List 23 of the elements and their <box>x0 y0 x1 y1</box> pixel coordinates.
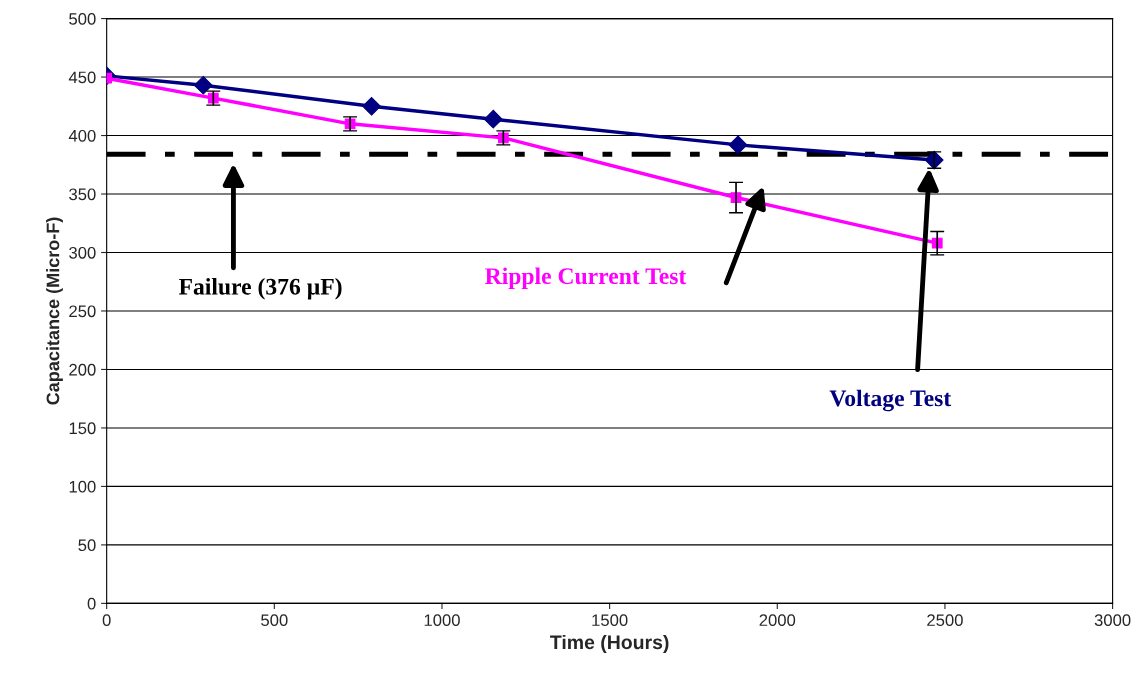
y-tick-label: 150 <box>69 422 96 435</box>
y-tick-label: 450 <box>68 71 96 84</box>
x-tick-label: 1500 <box>592 614 628 627</box>
y-tick-label: 100 <box>69 480 96 493</box>
x-tick-label: 1000 <box>424 614 460 627</box>
y-axis-title: Capacitance (Micro-F) <box>46 217 63 405</box>
x-axis-title: Time (Hours) <box>550 634 669 654</box>
y-tick-label: 500 <box>69 12 96 25</box>
x-tick-label: 0 <box>102 614 111 627</box>
x-tick-label: 2500 <box>927 614 963 627</box>
x-tick-label: 2000 <box>759 614 796 627</box>
annotation: Voltage Test <box>829 389 952 412</box>
y-tick-label: 200 <box>69 363 96 376</box>
y-tick-label: 350 <box>69 188 96 201</box>
y-tick-label: 300 <box>69 246 96 259</box>
y-tick-label: 250 <box>69 305 96 318</box>
y-tick-label: 0 <box>87 597 96 610</box>
x-tick-label: 500 <box>261 614 288 627</box>
y-tick-label: 50 <box>78 539 96 552</box>
annotation: Ripple Current Test <box>485 267 687 289</box>
annotation: Failure (376 µF) <box>178 278 342 300</box>
x-tick-label: 3000 <box>1094 614 1131 627</box>
y-tick-label: 400 <box>68 129 96 142</box>
